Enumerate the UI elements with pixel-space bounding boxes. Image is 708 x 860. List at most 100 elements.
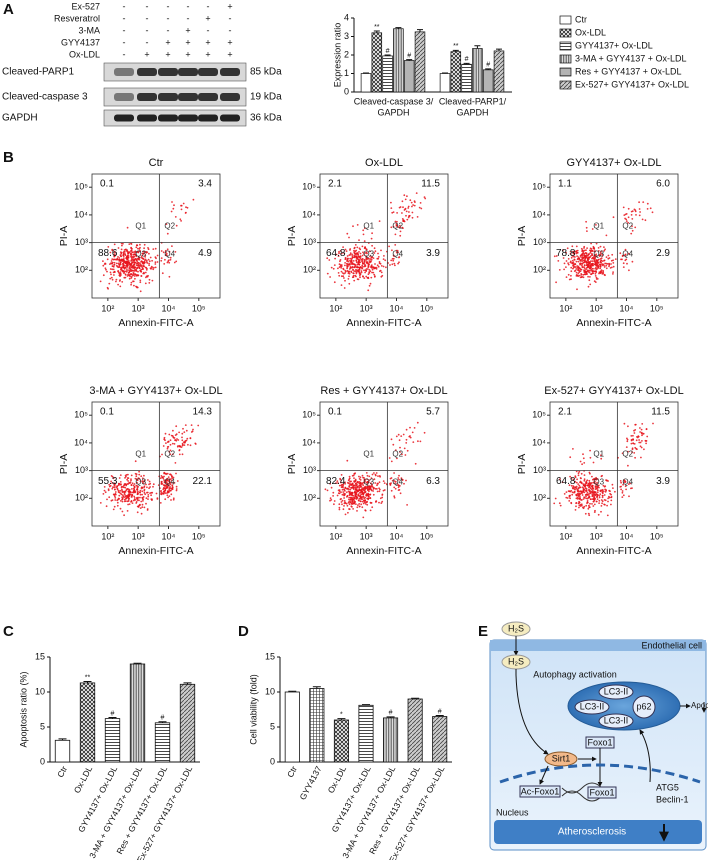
event-dot: [143, 491, 146, 494]
event-dot: [584, 256, 587, 259]
event-dot: [598, 496, 601, 499]
event-dot: [607, 254, 610, 257]
event-dot: [112, 477, 115, 480]
event-dot: [594, 281, 597, 283]
event-dot: [586, 491, 589, 494]
error-bar: [108, 717, 117, 719]
event-dot: [107, 488, 110, 491]
event-dot: [581, 252, 584, 255]
x-axis-label: Annexin-FITC-A: [346, 545, 421, 557]
event-dot: [601, 494, 604, 497]
significance: *: [340, 711, 343, 718]
x-tick-label: 10³: [132, 531, 145, 541]
event-dot: [139, 480, 142, 483]
y-tick-label: 10: [265, 686, 275, 696]
event-dot: [139, 496, 141, 499]
event-dot: [583, 264, 586, 266]
event-dot: [587, 285, 590, 288]
event-dot: [130, 478, 132, 480]
event-dot: [610, 496, 613, 499]
event-dot: [587, 482, 590, 485]
error-bar: [485, 68, 492, 70]
event-dot: [596, 262, 599, 265]
event-dot: [113, 484, 116, 486]
event-dot: [594, 257, 596, 260]
event-dot: [353, 477, 355, 479]
event-dot: [363, 262, 366, 264]
event-dot: [402, 219, 405, 222]
error-bar: [337, 718, 346, 720]
event-dot: [111, 261, 114, 264]
event-dot: [146, 262, 149, 264]
event-dot: [335, 253, 338, 256]
event-dot: [130, 277, 133, 279]
band: [137, 114, 157, 122]
event-dot: [111, 482, 113, 484]
event-dot: [627, 216, 630, 219]
event-dot: [350, 484, 353, 486]
bar: [284, 691, 300, 763]
event-dot: [130, 269, 133, 272]
event-dot: [577, 474, 580, 477]
event-dot: [558, 502, 561, 505]
event-dot: [578, 271, 581, 274]
event-dot: [414, 201, 416, 204]
event-dot: [346, 459, 349, 462]
event-dot: [358, 503, 361, 505]
event-dot: [149, 492, 152, 494]
event-dot: [121, 500, 124, 503]
event-dot: [587, 512, 590, 515]
treatment-sign: +: [144, 49, 149, 59]
event-dot: [160, 490, 163, 492]
bar: [179, 683, 196, 763]
error-bar: [288, 690, 297, 692]
event-dot: [344, 262, 346, 264]
quadrant-events: [387, 244, 401, 267]
event-dot: [160, 493, 162, 495]
event-dot: [607, 497, 609, 500]
event-dot: [584, 494, 587, 496]
event-dot: [171, 482, 174, 484]
cell-label: Endothelial cell: [641, 640, 702, 650]
event-dot: [344, 481, 346, 484]
event-dot: [181, 432, 184, 435]
event-dot: [595, 478, 597, 481]
event-dot: [192, 428, 194, 431]
event-dot: [580, 481, 583, 484]
event-dot: [593, 494, 595, 496]
event-dot: [113, 250, 116, 253]
event-dot: [581, 266, 584, 268]
y-tick-label: 10⁵: [532, 410, 546, 420]
error-bar: [452, 49, 459, 52]
event-dot: [391, 263, 394, 266]
event-dot: [595, 242, 598, 245]
y-axis-label: Cell viability (fold): [248, 674, 258, 745]
event-dot: [359, 481, 362, 484]
event-dot: [345, 502, 348, 505]
event-dot: [370, 482, 372, 485]
event-dot: [140, 475, 143, 478]
legend-label: GYY4137+ Ox-LDL: [575, 40, 653, 50]
event-dot: [114, 252, 116, 254]
event-dot: [104, 267, 107, 270]
event-dot: [119, 492, 122, 495]
bar: [414, 31, 426, 93]
event-dot: [330, 486, 333, 489]
x-axis-label: Annexin-FITC-A: [118, 317, 193, 329]
event-dot: [346, 255, 349, 257]
event-dot: [571, 487, 574, 489]
event-dot: [369, 255, 371, 258]
event-dot: [633, 429, 635, 432]
event-dot: [382, 258, 385, 260]
event-dot: [361, 500, 364, 503]
event-dot: [137, 490, 139, 493]
event-dot: [587, 484, 590, 487]
event-dot: [143, 486, 146, 488]
event-dot: [343, 252, 346, 255]
event-dot: [593, 478, 595, 480]
event-dot: [576, 251, 579, 254]
event-dot: [165, 473, 168, 476]
event-dot: [366, 478, 368, 481]
event-dot: [377, 265, 380, 268]
